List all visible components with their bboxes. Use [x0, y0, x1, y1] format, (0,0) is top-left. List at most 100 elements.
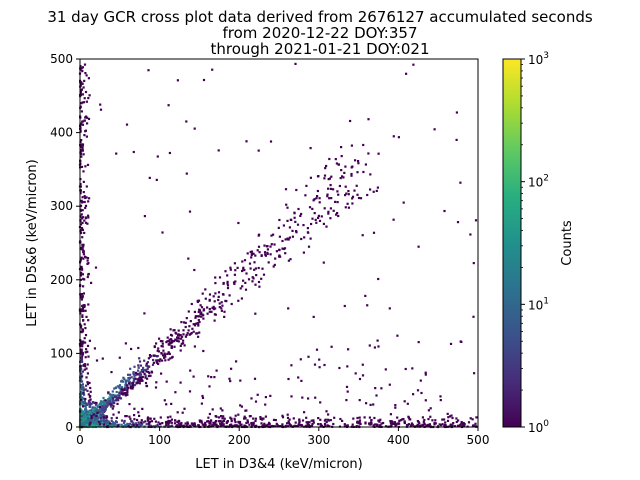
heatmap-cell	[323, 422, 327, 425]
heatmap-cell	[455, 138, 458, 141]
heatmap-cell	[95, 359, 99, 362]
heatmap-cell	[221, 417, 224, 420]
heatmap-cell	[272, 418, 276, 421]
heatmap-cell	[84, 407, 87, 410]
heatmap-cell	[81, 352, 84, 356]
heatmap-cell	[214, 420, 218, 423]
heatmap-cell	[109, 403, 112, 406]
heatmap-cell	[451, 416, 454, 420]
heatmap-cell	[326, 193, 329, 196]
heatmap-cell	[411, 367, 414, 370]
heatmap-cell	[82, 251, 85, 254]
heatmap-cell	[83, 255, 87, 258]
heatmap-cell	[83, 305, 86, 308]
heatmap-cell	[87, 410, 90, 414]
heatmap-cell	[98, 409, 101, 412]
heatmap-cell	[80, 309, 83, 313]
heatmap-cell	[137, 364, 140, 367]
heatmap-cell	[116, 396, 119, 399]
heatmap-cell	[133, 418, 136, 421]
heatmap-cell	[233, 262, 236, 265]
heatmap-cell	[95, 422, 98, 425]
heatmap-cell	[461, 425, 464, 428]
heatmap-cell	[300, 379, 303, 382]
heatmap-cell	[185, 424, 188, 427]
heatmap-cell	[378, 420, 381, 423]
heatmap-cell	[176, 79, 179, 82]
heatmap-cell	[87, 418, 90, 421]
heatmap-cell	[305, 184, 308, 187]
heatmap-cell	[140, 377, 143, 380]
chart-title-line-3: through 2021-01-21 DOY:021	[210, 40, 430, 58]
heatmap-cell	[90, 402, 93, 405]
heatmap-cell	[155, 178, 158, 181]
heatmap-cell	[149, 374, 152, 377]
heatmap-cell	[212, 308, 215, 311]
heatmap-cell	[274, 419, 277, 422]
heatmap-cell	[142, 366, 145, 369]
heatmap-cell	[292, 417, 295, 420]
heatmap-cell	[307, 397, 310, 400]
heatmap-cell	[165, 424, 168, 427]
heatmap-cell	[190, 422, 193, 425]
heatmap-cell	[139, 371, 142, 374]
heatmap-cell	[163, 356, 166, 359]
colorbar-tick-label: 100	[528, 419, 549, 435]
heatmap-cell	[109, 405, 113, 408]
heatmap-cell	[80, 351, 83, 354]
heatmap-cell	[161, 340, 164, 343]
heatmap-cell	[120, 380, 123, 383]
heatmap-cell	[194, 316, 197, 319]
heatmap-cell	[104, 407, 107, 411]
heatmap-cell	[236, 266, 239, 269]
heatmap-cell	[94, 403, 98, 406]
heatmap-cell	[87, 77, 90, 80]
heatmap-cell	[417, 341, 420, 344]
heatmap-cell	[198, 309, 202, 312]
heatmap-cell	[392, 135, 395, 138]
heatmap-cell	[237, 421, 240, 424]
heatmap-cell	[250, 421, 253, 425]
heatmap-cell	[130, 420, 133, 423]
heatmap-cell	[241, 269, 244, 273]
heatmap-cell	[83, 422, 87, 425]
heatmap-cell	[135, 381, 138, 384]
heatmap-cell	[376, 425, 379, 428]
heatmap-cell	[179, 334, 182, 337]
heatmap-cell	[134, 377, 137, 380]
heatmap-cell	[361, 234, 364, 237]
heatmap-cell	[82, 424, 85, 427]
heatmap-cell	[102, 416, 106, 419]
heatmap-cell	[127, 423, 130, 426]
heatmap-cell	[85, 196, 88, 199]
heatmap-cell	[98, 410, 101, 413]
heatmap-cell	[423, 418, 426, 422]
heatmap-cell	[81, 385, 84, 388]
heatmap-cell	[81, 354, 84, 357]
heatmap-cell	[115, 390, 118, 394]
heatmap-cell	[79, 343, 82, 346]
heatmap-cell	[305, 421, 308, 424]
heatmap-cell	[120, 392, 123, 395]
heatmap-cell	[439, 395, 442, 398]
heatmap-cell	[286, 413, 289, 416]
heatmap-cell	[80, 376, 83, 379]
heatmap-cell	[127, 386, 130, 389]
heatmap-cell	[200, 315, 203, 318]
heatmap-cell	[81, 315, 84, 318]
heatmap-cell	[376, 339, 379, 342]
heatmap-cell	[287, 425, 290, 428]
heatmap-cell	[323, 177, 326, 180]
heatmap-cell	[317, 216, 320, 219]
heatmap-cell	[350, 144, 353, 147]
heatmap-cell	[176, 411, 179, 414]
heatmap-cell	[226, 274, 229, 277]
heatmap-cell	[422, 420, 425, 423]
x-axis-label: LET in D3&4 (keV/micron)	[195, 457, 363, 472]
heatmap-cell	[449, 342, 453, 345]
heatmap-cell	[146, 361, 149, 364]
heatmap-cell	[99, 416, 102, 419]
heatmap-cell	[158, 360, 161, 363]
heatmap-cell	[251, 276, 254, 279]
heatmap-cell	[330, 197, 333, 200]
